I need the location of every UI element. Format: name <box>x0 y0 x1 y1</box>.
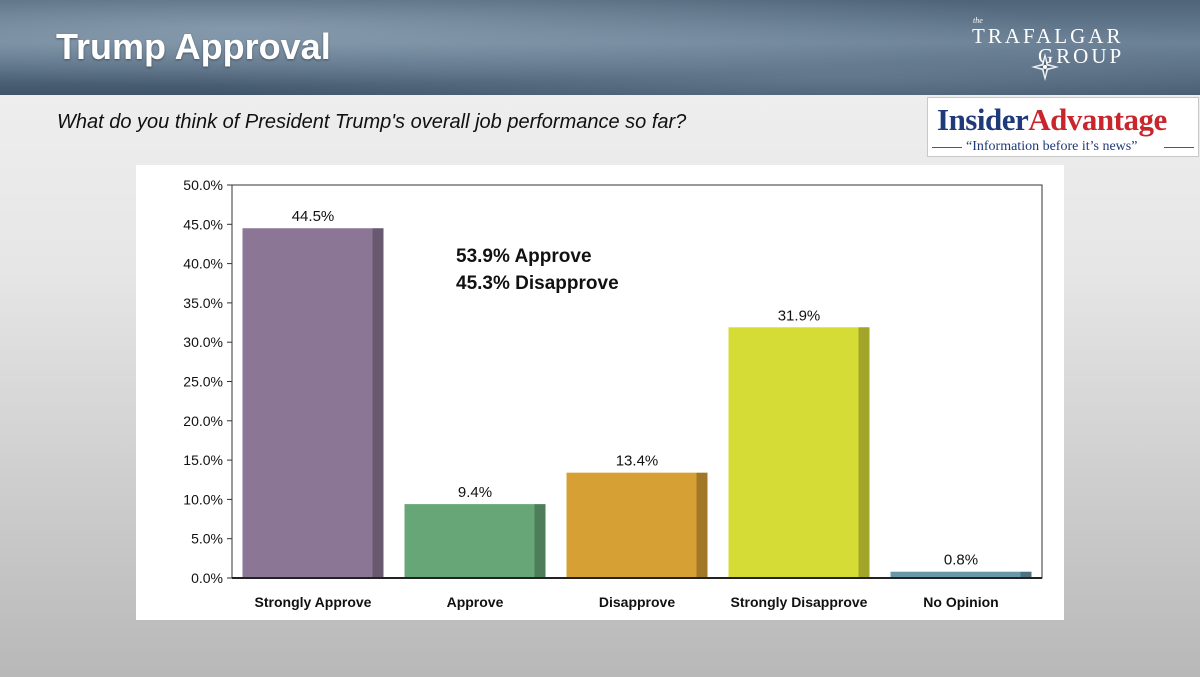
logo-tagline: “Information before it’s news” <box>966 139 1138 154</box>
y-tick-label: 10.0% <box>183 491 223 507</box>
logo-line1: TRAFALGAR <box>972 24 1124 48</box>
logo-the: the <box>973 16 983 25</box>
bar <box>404 504 535 578</box>
bar <box>566 472 697 578</box>
data-label: 31.9% <box>778 307 821 324</box>
survey-question: What do you think of President Trump's o… <box>57 111 687 133</box>
y-tick-label: 35.0% <box>183 295 223 311</box>
annotation-disapprove: 45.3% Disapprove <box>456 273 619 294</box>
data-label: 13.4% <box>616 453 659 470</box>
logo-line2: GROUP <box>1038 44 1125 68</box>
bar <box>890 571 1021 578</box>
logo-wordmark: InsiderAdvantage <box>937 102 1167 138</box>
logo-insider-text: Insider <box>937 102 1029 137</box>
y-tick-label: 20.0% <box>183 413 223 429</box>
bar-side <box>534 504 546 578</box>
x-tick-label: No Opinion <box>923 594 998 610</box>
y-tick-label: 45.0% <box>183 216 223 232</box>
x-tick-label: Disapprove <box>599 594 675 610</box>
y-tick-label: 30.0% <box>183 334 223 350</box>
x-tick-label: Strongly Disapprove <box>731 594 868 610</box>
bar-side <box>858 327 870 578</box>
y-tick-label: 25.0% <box>183 374 223 390</box>
trafalgar-group-logo: the TRAFALGAR GROUP <box>960 14 1150 84</box>
bar <box>728 327 859 578</box>
logo-advantage-text: Advantage <box>1028 102 1167 137</box>
insider-advantage-logo: InsiderAdvantage “Information before it’… <box>927 97 1199 157</box>
page-title: Trump Approval <box>56 26 331 67</box>
y-tick-label: 15.0% <box>183 452 223 468</box>
x-tick-label: Approve <box>447 594 504 610</box>
y-tick-label: 5.0% <box>191 531 223 547</box>
compass-rose-icon <box>1031 53 1059 81</box>
bar-side <box>1020 571 1032 578</box>
y-tick-label: 40.0% <box>183 256 223 272</box>
bar <box>242 228 373 579</box>
y-tick-label: 50.0% <box>183 177 223 193</box>
y-tick-label: 0.0% <box>191 570 223 586</box>
data-label: 44.5% <box>292 208 335 225</box>
bar-chart: 53.9% Approve 45.3% Disapprove 0.0% 5.0% 1… <box>183 177 1043 610</box>
bar-side <box>696 472 708 578</box>
annotation-approve: 53.9% Approve <box>456 246 592 267</box>
logo-rule-left <box>932 147 962 148</box>
chart-panel: 53.9% Approve 45.3% Disapprove 0.0% 5.0% 1… <box>136 165 1064 620</box>
header-banner: Trump Approval the TRAFALGAR GROUP <box>0 0 1200 95</box>
data-label: 0.8% <box>944 552 978 569</box>
logo-rule-right <box>1164 147 1194 148</box>
bar-side <box>372 228 384 579</box>
x-tick-label: Strongly Approve <box>255 594 372 610</box>
data-label: 9.4% <box>458 484 492 501</box>
